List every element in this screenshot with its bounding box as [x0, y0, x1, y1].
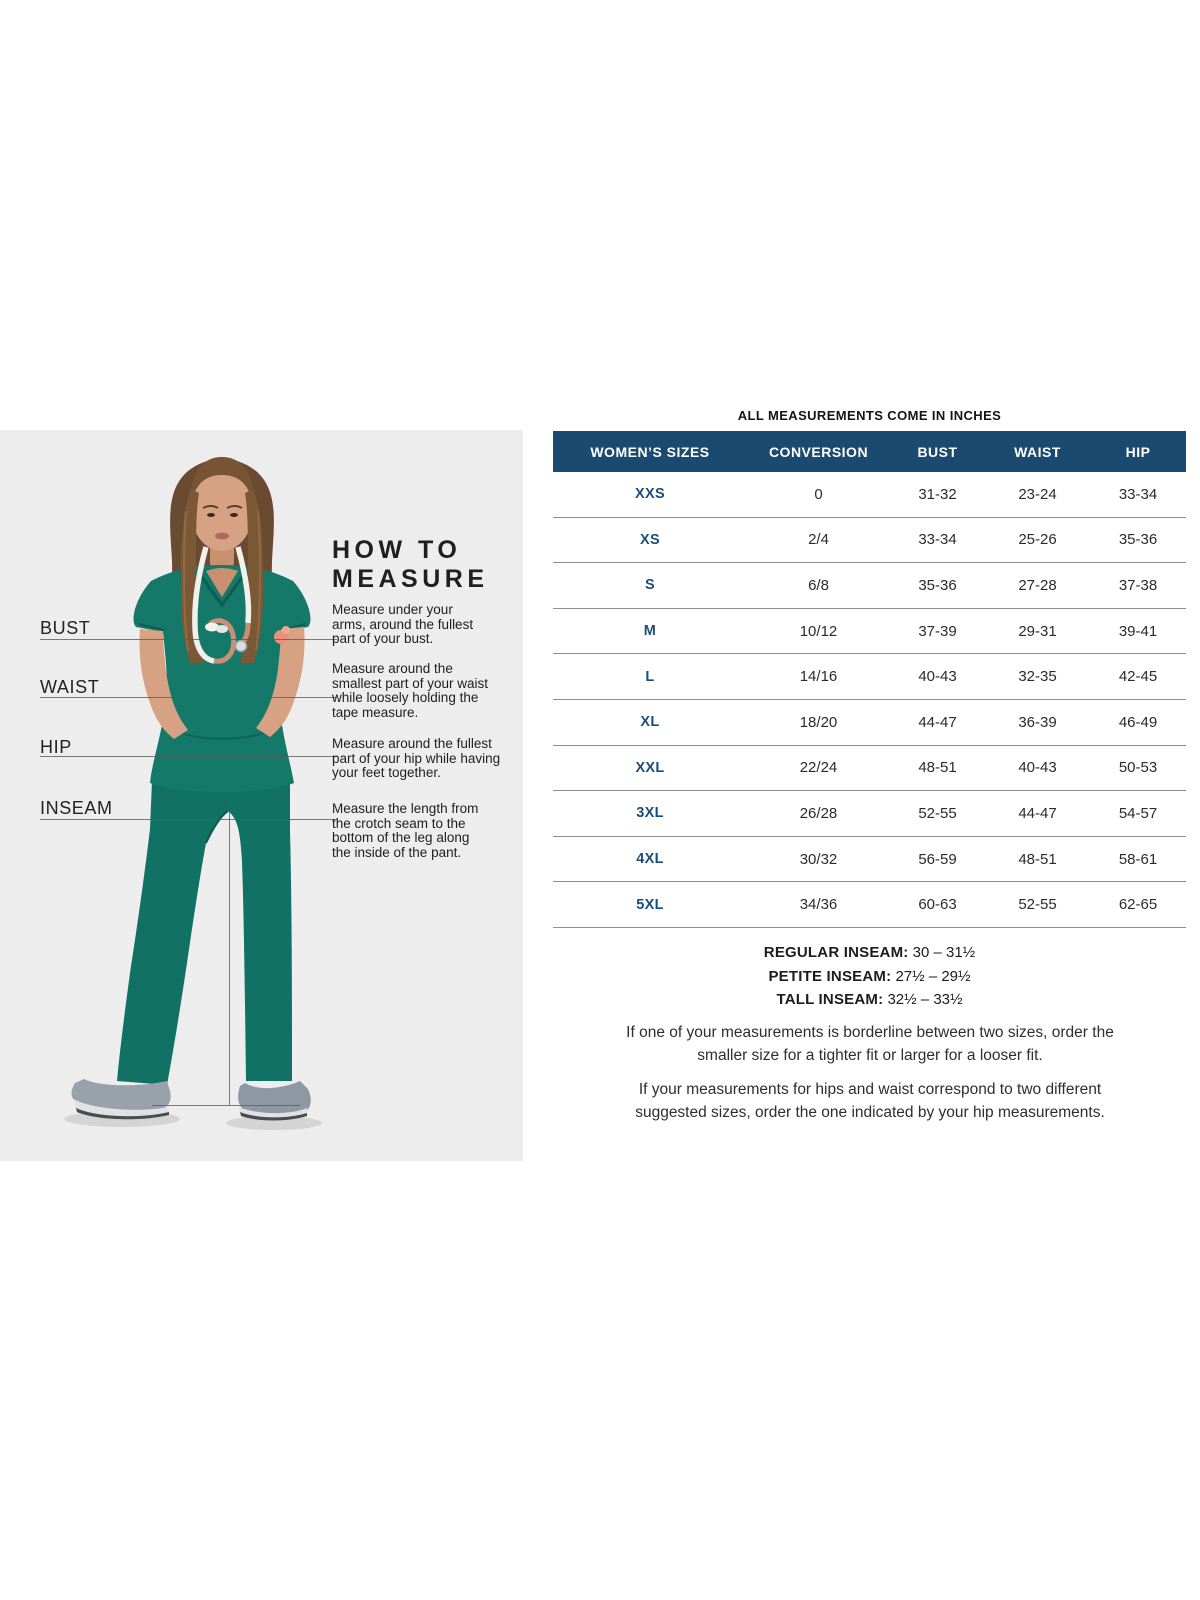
table-row: XS 2/4 33-34 25-26 35-36	[553, 517, 1186, 564]
hip-label: HIP	[40, 737, 72, 757]
cell-bust: 60-63	[890, 881, 985, 928]
cell-bust: 44-47	[890, 699, 985, 746]
regular-inseam-note: REGULAR INSEAM: 30 – 31½	[553, 941, 1186, 965]
cell-conversion: 34/36	[747, 881, 890, 928]
waist-line	[40, 697, 337, 698]
petite-inseam-label: PETITE INSEAM:	[768, 967, 892, 985]
waist-instruction: Measure around the smallest part of your…	[332, 661, 489, 720]
cell-waist: 48-51	[985, 836, 1090, 883]
col-womens-sizes: WOMEN’S SIZES	[553, 431, 747, 472]
inseam-instruction: Measure the length from the crotch seam …	[332, 801, 479, 860]
table-row: S 6/8 35-36 27-28 37-38	[553, 562, 1186, 609]
regular-inseam-label: REGULAR INSEAM:	[763, 944, 909, 961]
cell-size: M	[553, 608, 747, 655]
inseam-label: INSEAM	[40, 798, 113, 818]
cell-waist: 36-39	[985, 699, 1090, 746]
cell-conversion: 30/32	[747, 836, 890, 883]
cell-size: XXL	[553, 745, 747, 792]
cell-size: XXS	[553, 472, 747, 518]
cell-conversion: 2/4	[747, 517, 890, 564]
cell-bust: 40-43	[890, 653, 985, 700]
cell-conversion: 26/28	[747, 790, 890, 837]
cell-waist: 32-35	[985, 653, 1090, 700]
col-waist: WAIST	[985, 431, 1090, 472]
col-conversion: CONVERSION	[747, 431, 890, 472]
cell-hip: 33-34	[1090, 472, 1186, 518]
hip-instruction: Measure around the fullest part of your …	[332, 736, 501, 781]
waist-label: WAIST	[40, 677, 100, 697]
cell-size: XS	[553, 517, 747, 564]
cell-bust: 48-51	[890, 745, 985, 792]
size-table: WOMEN’S SIZES CONVERSION BUST WAIST HIP …	[553, 431, 1186, 928]
cell-bust: 56-59	[890, 836, 985, 883]
cell-waist: 52-55	[985, 881, 1090, 928]
cell-bust: 33-34	[890, 517, 985, 564]
cell-waist: 25-26	[985, 517, 1090, 564]
measure-panel	[0, 430, 523, 1161]
size-table-body: XXS 0 31-32 23-24 33-34 XS 2/4 33-34 25-26 35-36 S…	[553, 472, 1186, 928]
cell-hip: 58-61	[1090, 836, 1186, 883]
table-row: M 10/12 37-39 29-31 39-41	[553, 608, 1186, 655]
petite-inseam-value: 27½ – 29½	[895, 967, 971, 985]
page-title: ALL MEASUREMENTS COME IN INCHES	[737, 408, 1002, 423]
table-row: L 14/16 40-43 32-35 42-45	[553, 653, 1186, 700]
cell-hip: 46-49	[1090, 699, 1186, 746]
cell-hip: 62-65	[1090, 881, 1186, 928]
tall-inseam-label: TALL INSEAM:	[776, 991, 884, 1008]
inseam-vertical-line	[229, 800, 230, 1105]
cell-conversion: 14/16	[747, 653, 890, 700]
cell-size: L	[553, 653, 747, 700]
cell-waist: 23-24	[985, 472, 1090, 518]
cell-size: 5XL	[553, 881, 747, 928]
table-row: 5XL 34/36 60-63 52-55 62-65	[553, 881, 1186, 928]
inseam-notes: REGULAR INSEAM: 30 – 31½ PETITE INSEAM: …	[553, 941, 1186, 1012]
cell-conversion: 22/24	[747, 745, 890, 792]
size-table-header: WOMEN’S SIZES CONVERSION BUST WAIST HIP	[553, 431, 1186, 472]
cell-waist: 29-31	[985, 608, 1090, 655]
hip-waist-footnote: If your measurements for hips and waist …	[635, 1081, 1105, 1121]
cell-bust: 52-55	[890, 790, 985, 837]
cell-size: 4XL	[553, 836, 747, 883]
table-row: 4XL 30/32 56-59 48-51 58-61	[553, 836, 1186, 883]
cell-conversion: 10/12	[747, 608, 890, 655]
table-row: XL 18/20 44-47 36-39 46-49	[553, 699, 1186, 746]
tall-inseam-value: 32½ – 33½	[887, 991, 963, 1008]
table-row: XXL 22/24 48-51 40-43 50-53	[553, 745, 1186, 792]
bust-line	[40, 639, 337, 640]
cell-bust: 37-39	[890, 608, 985, 655]
hip-line	[40, 756, 337, 757]
cell-hip: 39-41	[1090, 608, 1186, 655]
cell-waist: 44-47	[985, 790, 1090, 837]
borderline-size-footnote: If one of your measurements is borderlin…	[626, 1024, 1114, 1064]
tall-inseam-note: TALL INSEAM: 32½ – 33½	[553, 988, 1186, 1012]
table-row: XXS 0 31-32 23-24 33-34	[553, 472, 1186, 518]
cell-bust: 31-32	[890, 472, 985, 518]
cell-size: S	[553, 562, 747, 609]
how-to-measure-heading: HOW TO MEASURE	[332, 536, 489, 593]
cell-conversion: 18/20	[747, 699, 890, 746]
cell-size: 3XL	[553, 790, 747, 837]
cell-waist: 40-43	[985, 745, 1090, 792]
inseam-bottom-line	[152, 1105, 300, 1106]
cell-size: XL	[553, 699, 747, 746]
cell-hip: 37-38	[1090, 562, 1186, 609]
cell-conversion: 0	[747, 472, 890, 518]
table-row: 3XL 26/28 52-55 44-47 54-57	[553, 790, 1186, 837]
cell-bust: 35-36	[890, 562, 985, 609]
cell-hip: 35-36	[1090, 517, 1186, 564]
petite-inseam-note: PETITE INSEAM: 27½ – 29½	[553, 965, 1186, 989]
cell-hip: 54-57	[1090, 790, 1186, 837]
inseam-line	[40, 819, 337, 820]
model-photo	[64, 457, 322, 1130]
regular-inseam-value: 30 – 31½	[912, 944, 976, 961]
cell-hip: 42-45	[1090, 653, 1186, 700]
col-hip: HIP	[1090, 431, 1186, 472]
bust-instruction: Measure under your arms, around the full…	[332, 602, 474, 647]
col-bust: BUST	[890, 431, 985, 472]
cell-waist: 27-28	[985, 562, 1090, 609]
cell-conversion: 6/8	[747, 562, 890, 609]
cell-hip: 50-53	[1090, 745, 1186, 792]
bust-label: BUST	[40, 618, 91, 638]
